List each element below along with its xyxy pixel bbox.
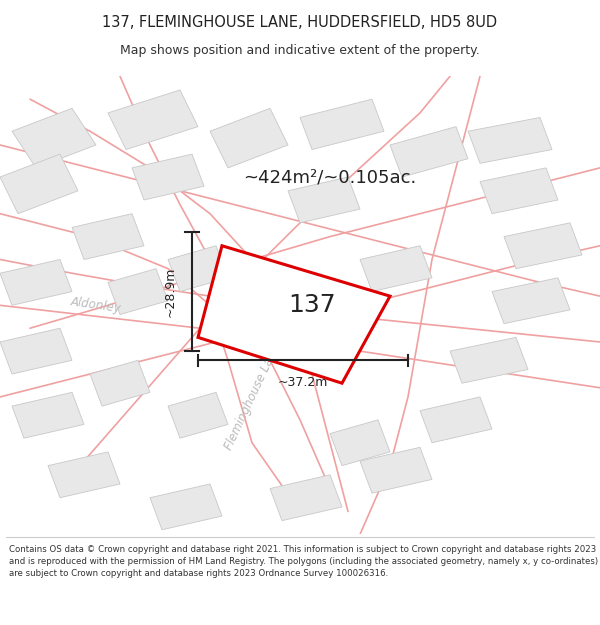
Polygon shape <box>48 452 120 498</box>
Text: ~424m²/~0.105ac.: ~424m²/~0.105ac. <box>244 168 416 186</box>
Polygon shape <box>360 246 432 292</box>
Polygon shape <box>0 259 72 305</box>
Polygon shape <box>72 214 144 259</box>
Polygon shape <box>468 118 552 163</box>
Text: Contains OS data © Crown copyright and database right 2021. This information is : Contains OS data © Crown copyright and d… <box>9 545 598 578</box>
Polygon shape <box>0 154 78 214</box>
Polygon shape <box>12 392 84 438</box>
Text: 137, FLEMINGHOUSE LANE, HUDDERSFIELD, HD5 8UD: 137, FLEMINGHOUSE LANE, HUDDERSFIELD, HD… <box>103 15 497 30</box>
Polygon shape <box>480 168 558 214</box>
Polygon shape <box>0 328 72 374</box>
Polygon shape <box>450 338 528 383</box>
Polygon shape <box>330 420 390 466</box>
Polygon shape <box>168 246 228 292</box>
Polygon shape <box>504 223 582 269</box>
Polygon shape <box>12 108 96 168</box>
Polygon shape <box>288 177 360 223</box>
Polygon shape <box>108 269 168 314</box>
Polygon shape <box>360 448 432 493</box>
Polygon shape <box>228 292 288 338</box>
Text: ~28.9m: ~28.9m <box>164 266 177 317</box>
Polygon shape <box>300 99 384 149</box>
Polygon shape <box>198 246 390 383</box>
Polygon shape <box>300 301 360 346</box>
Polygon shape <box>150 484 222 530</box>
Text: ~37.2m: ~37.2m <box>278 376 328 389</box>
Text: Aldonley: Aldonley <box>70 296 122 315</box>
Text: 137: 137 <box>288 293 336 318</box>
Polygon shape <box>390 127 468 177</box>
Polygon shape <box>210 108 288 168</box>
Text: Map shows position and indicative extent of the property.: Map shows position and indicative extent… <box>120 44 480 58</box>
Polygon shape <box>132 154 204 200</box>
Polygon shape <box>168 392 228 438</box>
Polygon shape <box>108 90 198 149</box>
Polygon shape <box>270 475 342 521</box>
Text: Fleminghouse Lane: Fleminghouse Lane <box>222 342 282 452</box>
Polygon shape <box>492 278 570 324</box>
Polygon shape <box>420 397 492 442</box>
Polygon shape <box>90 360 150 406</box>
